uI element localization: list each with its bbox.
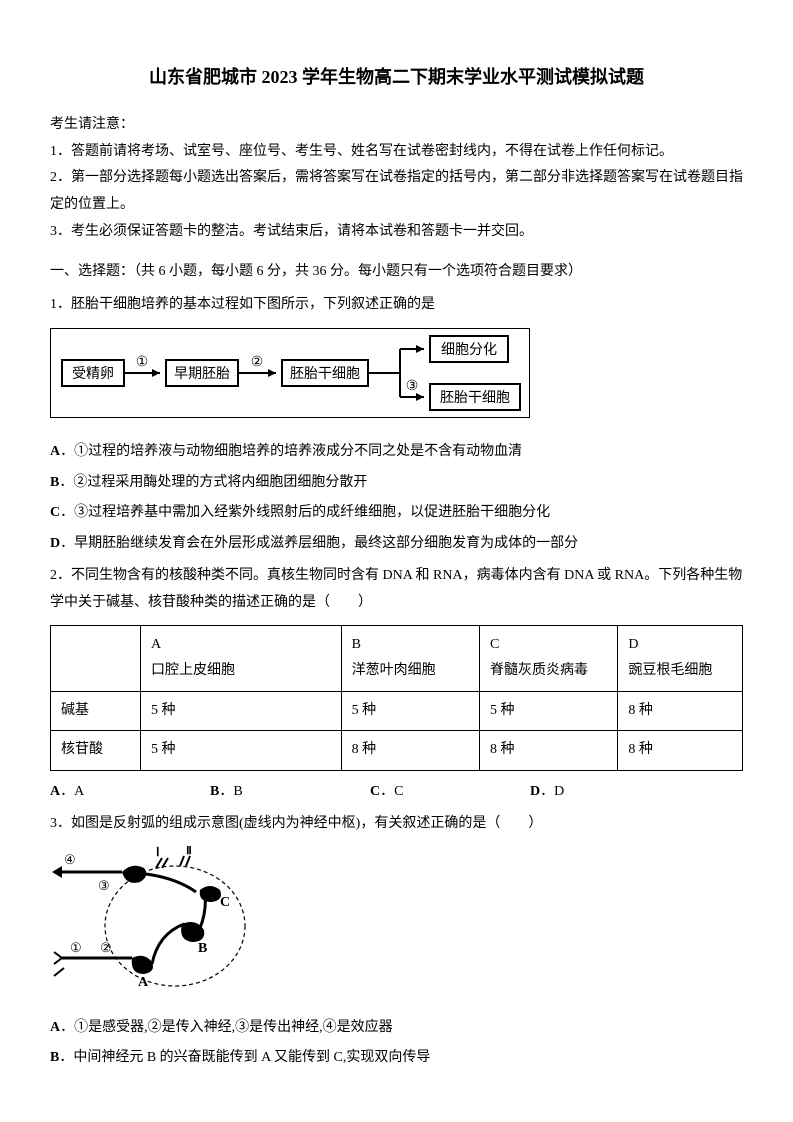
table-row: 碱基 5 种 5 种 5 种 8 种 xyxy=(51,691,743,731)
section-1-header: 一、选择题：（共 6 小题，每小题 6 分，共 36 分。每小题只有一个选项符合… xyxy=(50,259,743,286)
arrow-label-2: ② xyxy=(251,355,264,370)
notice-header: 考生请注意： xyxy=(50,112,743,139)
q1-stem: 1．胚胎干细胞培养的基本过程如下图所示，下列叙述正确的是 xyxy=(50,292,743,319)
cell: 核苷酸 xyxy=(51,731,141,771)
q3-option-a: A．①是感受器,②是传入神经,③是传出神经,④是效应器 xyxy=(50,1015,743,1042)
label-2: ② xyxy=(100,940,112,955)
q2-stem: 2．不同生物含有的核酸种类不同。真核生物同时含有 DNA 和 RNA，病毒体内含… xyxy=(50,563,743,616)
q1-option-c: C．③过程培养基中需加入经紫外线照射后的成纤维细胞，以促进胚胎干细胞分化 xyxy=(50,500,743,527)
q1-option-a: A．①过程的培养液与动物细胞培养的培养液成分不同之处是不含有动物血清 xyxy=(50,439,743,466)
arrow-label-1: ① xyxy=(136,355,149,370)
q2-table: A 口腔上皮细胞 B 洋葱叶肉细胞 C 脊髓灰质炎病毒 D 豌豆根毛细胞 碱基 … xyxy=(50,625,743,771)
cell: C 脊髓灰质炎病毒 xyxy=(480,625,618,691)
q1-diagram: 受精卵 早期胚胎 胚胎干细胞 细胞分化 胚胎干细胞 ① ② ③ xyxy=(50,328,743,429)
cell: 8 种 xyxy=(341,731,479,771)
box-3: 胚胎干细胞 xyxy=(290,366,360,382)
label-B: B xyxy=(198,941,207,956)
label-I: Ⅰ xyxy=(156,846,160,859)
cell: 碱基 xyxy=(51,691,141,731)
box-2: 早期胚胎 xyxy=(174,366,230,382)
cell: 5 种 xyxy=(140,691,341,731)
cell: D 豌豆根毛细胞 xyxy=(618,625,743,691)
label-1: ① xyxy=(70,940,82,955)
cell: 8 种 xyxy=(618,731,743,771)
label-3: ③ xyxy=(98,878,110,893)
q3-stem: 3．如图是反射弧的组成示意图(虚线内为神经中枢)，有关叙述正确的是（ ） xyxy=(50,811,743,838)
q3-diagram: ③ ④ ① ② A B C Ⅰ Ⅱ xyxy=(50,846,743,1007)
cell xyxy=(51,625,141,691)
label-4: ④ xyxy=(64,852,76,867)
q2-option-b: B．B xyxy=(210,779,370,806)
box-1: 受精卵 xyxy=(72,366,114,382)
label-C: C xyxy=(220,895,230,910)
cell: 5 种 xyxy=(341,691,479,731)
cell: 8 种 xyxy=(480,731,618,771)
cell: 5 种 xyxy=(140,731,341,771)
label-II: Ⅱ xyxy=(186,846,192,857)
q2-option-d: D．D xyxy=(530,779,690,806)
table-row: A 口腔上皮细胞 B 洋葱叶肉细胞 C 脊髓灰质炎病毒 D 豌豆根毛细胞 xyxy=(51,625,743,691)
label-A: A xyxy=(138,975,149,990)
notice-item-1: 1．答题前请将考场、试室号、座位号、考生号、姓名写在试卷密封线内，不得在试卷上作… xyxy=(50,139,743,166)
q1-option-b: B．②过程采用酶处理的方式将内细胞团细胞分散开 xyxy=(50,470,743,497)
box-4: 细胞分化 xyxy=(441,342,497,358)
arrow-label-3: ③ xyxy=(406,379,419,394)
notice-item-2: 2．第一部分选择题每小题选出答案后，需将答案写在试卷指定的括号内，第二部分非选择… xyxy=(50,165,743,218)
page-title: 山东省肥城市 2023 学年生物高二下期末学业水平测试模拟试题 xyxy=(50,60,743,94)
notice-item-3: 3．考生必须保证答题卡的整洁。考试结束后，请将本试卷和答题卡一并交回。 xyxy=(50,219,743,246)
q2-option-c: C．C xyxy=(370,779,530,806)
table-row: 核苷酸 5 种 8 种 8 种 8 种 xyxy=(51,731,743,771)
cell: A 口腔上皮细胞 xyxy=(140,625,341,691)
q2-options-row: A．A B．B C．C D．D xyxy=(50,779,743,806)
q3-option-b: B．中间神经元 B 的兴奋既能传到 A 又能传到 C,实现双向传导 xyxy=(50,1045,743,1072)
cell: 5 种 xyxy=(480,691,618,731)
q1-option-d: D．早期胚胎继续发育会在外层形成滋养层细胞，最终这部分细胞发育为成体的一部分 xyxy=(50,531,743,558)
cell: B 洋葱叶肉细胞 xyxy=(341,625,479,691)
cell: 8 种 xyxy=(618,691,743,731)
box-5: 胚胎干细胞 xyxy=(440,390,510,406)
q2-option-a: A．A xyxy=(50,779,210,806)
